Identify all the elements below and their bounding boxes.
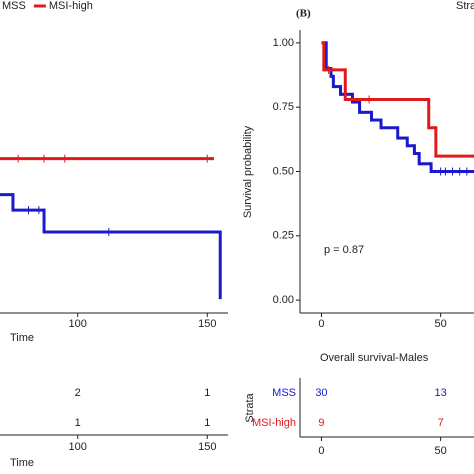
risk-x-tick-label: 0 xyxy=(318,445,324,457)
x-tick-label: 0 xyxy=(318,318,324,330)
risk-count: 7 xyxy=(438,417,444,429)
risk-count: 1 xyxy=(204,417,210,429)
x-tick-label: 150 xyxy=(198,318,216,330)
risk-x-axis-label: Time xyxy=(10,457,34,469)
risk-count: 30 xyxy=(315,387,327,399)
x-axis-label: Time xyxy=(10,332,34,344)
risk-table-strata: Strata xyxy=(244,392,256,422)
legend-label: MSS xyxy=(2,0,26,12)
risk-count: 2 xyxy=(75,387,81,399)
risk-x-tick-label: 100 xyxy=(69,441,87,453)
risk-count: 1 xyxy=(204,387,210,399)
risk-x-tick-label: 50 xyxy=(435,445,447,457)
y-tick-label: 0.50 xyxy=(273,165,294,177)
legend-label: MSI-high xyxy=(49,0,93,12)
risk-count: 9 xyxy=(318,417,324,429)
risk-row-label: MSS xyxy=(272,387,296,399)
y-tick-label: 0.25 xyxy=(273,230,294,242)
y-tick-label: 0.75 xyxy=(273,101,294,113)
panel-label: (B) xyxy=(296,8,311,20)
legend-title: Stra xyxy=(456,0,474,12)
y-tick-label: 1.00 xyxy=(273,37,294,49)
risk-count: 13 xyxy=(435,387,447,399)
p-value: p = 0.87 xyxy=(324,244,364,256)
x-tick-label: 50 xyxy=(435,318,447,330)
y-tick-label: 0.00 xyxy=(273,294,294,306)
x-tick-label: 100 xyxy=(69,318,87,330)
y-axis-label: Survival probability xyxy=(242,125,254,218)
risk-x-tick-label: 150 xyxy=(198,441,216,453)
risk-table-title: Overall survival-Males xyxy=(320,352,429,364)
risk-count: 1 xyxy=(75,417,81,429)
risk-row-label: MSI-high xyxy=(252,417,296,429)
